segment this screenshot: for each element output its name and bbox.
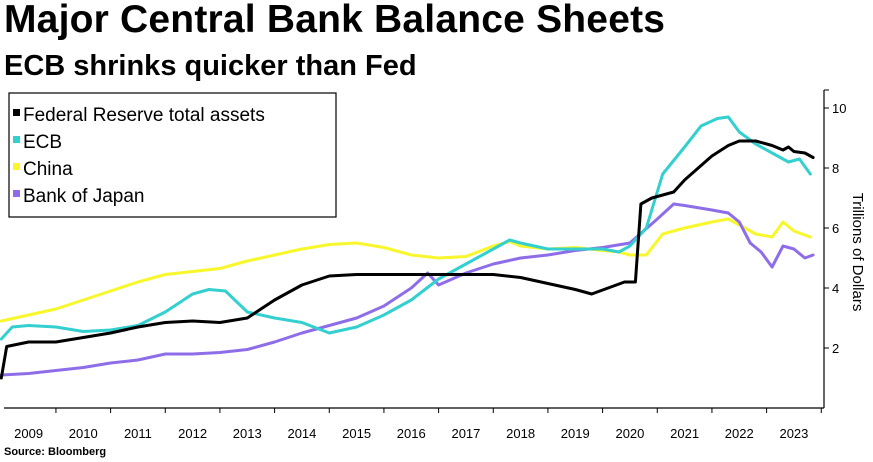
legend-swatch — [13, 109, 20, 116]
legend: Federal Reserve total assets ECB China Bank… — [8, 92, 337, 218]
y-tick-label: 2 — [832, 341, 839, 356]
x-tick-label: 2023 — [779, 426, 808, 441]
x-tick-label: 2014 — [287, 426, 316, 441]
source-note: Source: Bloomberg — [4, 446, 107, 458]
y-tick-label: 10 — [832, 101, 846, 116]
x-tick-label: 2017 — [451, 426, 480, 441]
x-tick-label: 2020 — [615, 426, 644, 441]
x-tick-label: 2013 — [233, 426, 262, 441]
x-tick-label: 2018 — [506, 426, 535, 441]
series-layer — [0, 115, 815, 380]
legend-label: Bank of Japan — [23, 186, 144, 207]
axis-layer: 2 4 6 8 10 2009 2010 2011 2012 2013 2014 2015 2016 20… — [4, 89, 866, 441]
x-tick-label: 2009 — [14, 426, 43, 441]
legend-swatch — [13, 190, 20, 197]
legend-label: ECB — [23, 132, 62, 153]
y-tick-label: 6 — [832, 221, 839, 236]
series-line-federal-reserve-total-assets — [0, 139, 815, 380]
legend-swatch — [13, 163, 20, 170]
y-axis-title: Trillions of Dollars — [849, 193, 866, 312]
x-tick-label: 2016 — [397, 426, 426, 441]
x-tick-label: 2011 — [124, 426, 152, 441]
legend-label: China — [23, 159, 73, 180]
x-tick-label: 2012 — [178, 426, 207, 441]
legend-label: Federal Reserve total assets — [23, 105, 265, 126]
y-tick-label: 8 — [832, 161, 839, 176]
x-tick-label: 2010 — [69, 426, 98, 441]
x-tick-label: 2021 — [670, 426, 699, 441]
x-tick-label: 2015 — [342, 426, 371, 441]
chart-subtitle: ECB shrinks quicker than Fed — [4, 50, 417, 82]
legend-swatch — [13, 136, 20, 143]
series-line-bank-of-japan — [0, 202, 815, 377]
x-tick-label: 2022 — [725, 426, 754, 441]
y-tick-label: 4 — [832, 281, 839, 296]
chart-title: Major Central Bank Balance Sheets — [4, 0, 666, 41]
series-line-china — [0, 217, 812, 323]
series-line-ecb — [0, 115, 812, 341]
legend-box — [8, 92, 337, 218]
x-tick-label: 2019 — [561, 426, 590, 441]
